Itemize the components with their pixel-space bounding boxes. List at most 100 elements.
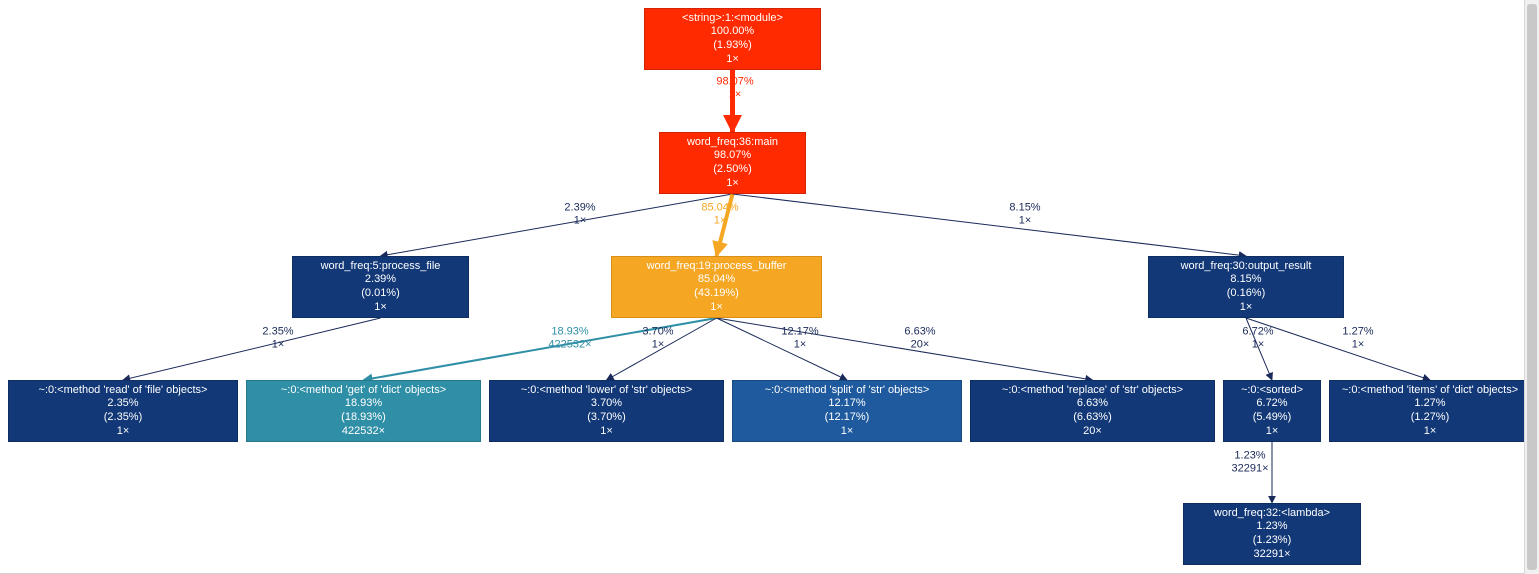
call-node-process_file[interactable]: word_freq:5:process_file2.39%(0.01%)1× bbox=[292, 256, 469, 318]
node-text-line: ~:0:<method 'replace' of 'str' objects> bbox=[1002, 384, 1183, 398]
call-node-items[interactable]: ~:0:<method 'items' of 'dict' objects>1.… bbox=[1329, 380, 1531, 442]
edge-label-line: 8.15% bbox=[1009, 201, 1040, 214]
node-text-line: (1.23%) bbox=[1253, 534, 1292, 548]
edge-label: 85.04%1× bbox=[701, 201, 738, 226]
node-text-line: 12.17% bbox=[828, 397, 865, 411]
vertical-scrollbar[interactable] bbox=[1524, 0, 1539, 574]
node-text-line: (1.93%) bbox=[713, 39, 752, 53]
node-text-line: ~:0:<method 'lower' of 'str' objects> bbox=[521, 384, 692, 398]
node-text-line: word_freq:32:<lambda> bbox=[1214, 507, 1330, 521]
call-node-lambda[interactable]: word_freq:32:<lambda>1.23%(1.23%)32291× bbox=[1183, 503, 1361, 565]
call-node-process_buffer[interactable]: word_freq:19:process_buffer85.04%(43.19%… bbox=[611, 256, 822, 318]
call-node-main[interactable]: word_freq:36:main98.07%(2.50%)1× bbox=[659, 132, 806, 194]
node-text-line: 85.04% bbox=[698, 273, 735, 287]
edge-label-line: 6.72% bbox=[1242, 325, 1273, 338]
node-text-line: 6.72% bbox=[1256, 397, 1287, 411]
node-text-line: (18.93%) bbox=[341, 411, 386, 425]
node-text-line: (6.63%) bbox=[1073, 411, 1112, 425]
edge-label-line: 1.23% bbox=[1231, 449, 1268, 462]
edge-label-line: 422532× bbox=[548, 338, 591, 351]
node-text-line: 422532× bbox=[342, 425, 385, 439]
edge-label-line: 18.93% bbox=[548, 325, 591, 338]
node-text-line: (1.27%) bbox=[1411, 411, 1450, 425]
node-text-line: 1× bbox=[710, 301, 723, 315]
node-text-line: 20× bbox=[1083, 425, 1102, 439]
node-text-line: 1× bbox=[726, 53, 739, 67]
call-node-get[interactable]: ~:0:<method 'get' of 'dict' objects>18.9… bbox=[246, 380, 481, 442]
edge-label-line: 3.70% bbox=[642, 325, 673, 338]
call-graph-canvas: <string>:1:<module>100.00%(1.93%)1×word_… bbox=[0, 0, 1539, 574]
edge-label: 1.23%32291× bbox=[1231, 449, 1268, 474]
node-text-line: 2.39% bbox=[365, 273, 396, 287]
edge-label: 12.17%1× bbox=[781, 325, 818, 350]
node-text-line: ~:0:<method 'read' of 'file' objects> bbox=[39, 384, 208, 398]
edge-label-line: 1× bbox=[642, 338, 673, 351]
edge-label-line: 20× bbox=[904, 338, 935, 351]
edge-label-line: 1.27% bbox=[1342, 325, 1373, 338]
edge-label-line: 1× bbox=[781, 338, 818, 351]
node-text-line: word_freq:5:process_file bbox=[321, 260, 441, 274]
call-node-split[interactable]: ~:0:<method 'split' of 'str' objects>12.… bbox=[732, 380, 962, 442]
edge-label-line: 2.39% bbox=[564, 201, 595, 214]
edge-label-line: 6.63% bbox=[904, 325, 935, 338]
node-text-line: 3.70% bbox=[591, 397, 622, 411]
edge-line bbox=[123, 318, 381, 380]
edge-line bbox=[717, 318, 1093, 380]
edge-label-line: 1× bbox=[716, 88, 753, 101]
edge-label: 18.93%422532× bbox=[548, 325, 591, 350]
node-text-line: ~:0:<method 'split' of 'str' objects> bbox=[765, 384, 930, 398]
node-text-line: word_freq:19:process_buffer bbox=[647, 260, 787, 274]
node-text-line: (5.49%) bbox=[1253, 411, 1292, 425]
node-text-line: 32291× bbox=[1253, 548, 1290, 562]
node-text-line: 1× bbox=[726, 177, 739, 191]
node-text-line: 1.27% bbox=[1414, 397, 1445, 411]
edge-line bbox=[717, 318, 848, 380]
edge-label-line: 1× bbox=[1009, 214, 1040, 227]
call-node-replace[interactable]: ~:0:<method 'replace' of 'str' objects>6… bbox=[970, 380, 1215, 442]
edge-label: 2.39%1× bbox=[564, 201, 595, 226]
edge-label: 6.72%1× bbox=[1242, 325, 1273, 350]
edge-label: 3.70%1× bbox=[642, 325, 673, 350]
node-text-line: 2.35% bbox=[107, 397, 138, 411]
node-text-line: 100.00% bbox=[711, 25, 754, 39]
edge-label-line: 12.17% bbox=[781, 325, 818, 338]
edge-label: 6.63%20× bbox=[904, 325, 935, 350]
call-node-sorted[interactable]: ~:0:<sorted>6.72%(5.49%)1× bbox=[1223, 380, 1321, 442]
edge-label-line: 1× bbox=[1242, 338, 1273, 351]
edge-label-line: 1× bbox=[1342, 338, 1373, 351]
edge-label-line: 98.07% bbox=[716, 75, 753, 88]
node-text-line: 1.23% bbox=[1256, 520, 1287, 534]
call-node-read[interactable]: ~:0:<method 'read' of 'file' objects>2.3… bbox=[8, 380, 238, 442]
edge-line bbox=[1246, 318, 1430, 380]
node-text-line: ~:0:<method 'items' of 'dict' objects> bbox=[1342, 384, 1518, 398]
edge-line bbox=[607, 318, 717, 380]
call-node-output_result[interactable]: word_freq:30:output_result8.15%(0.16%)1× bbox=[1148, 256, 1344, 318]
node-text-line: (12.17%) bbox=[825, 411, 870, 425]
node-text-line: 1× bbox=[117, 425, 130, 439]
edge-label-line: 32291× bbox=[1231, 462, 1268, 475]
node-text-line: word_freq:30:output_result bbox=[1181, 260, 1312, 274]
node-text-line: 1× bbox=[841, 425, 854, 439]
node-text-line: 1× bbox=[1266, 425, 1279, 439]
node-text-line: ~:0:<method 'get' of 'dict' objects> bbox=[281, 384, 446, 398]
edge-label-line: 1× bbox=[564, 214, 595, 227]
edge-label: 8.15%1× bbox=[1009, 201, 1040, 226]
edge-label: 2.35%1× bbox=[262, 325, 293, 350]
scrollbar-thumb[interactable] bbox=[1527, 4, 1537, 570]
node-text-line: 1× bbox=[374, 301, 387, 315]
node-text-line: 6.63% bbox=[1077, 397, 1108, 411]
node-text-line: 1× bbox=[1424, 425, 1437, 439]
edge-line bbox=[381, 194, 733, 256]
node-text-line: (43.19%) bbox=[694, 287, 739, 301]
call-node-lower[interactable]: ~:0:<method 'lower' of 'str' objects>3.7… bbox=[489, 380, 724, 442]
edge-label: 98.07%1× bbox=[716, 75, 753, 100]
edge-label-line: 85.04% bbox=[701, 201, 738, 214]
node-text-line: <string>:1:<module> bbox=[682, 12, 783, 26]
edge-label-line: 1× bbox=[262, 338, 293, 351]
edge-line bbox=[364, 318, 717, 380]
node-text-line: (0.16%) bbox=[1227, 287, 1266, 301]
node-text-line: 1× bbox=[1240, 301, 1253, 315]
call-node-root[interactable]: <string>:1:<module>100.00%(1.93%)1× bbox=[644, 8, 821, 70]
node-text-line: (0.01%) bbox=[361, 287, 400, 301]
node-text-line: word_freq:36:main bbox=[687, 136, 778, 150]
